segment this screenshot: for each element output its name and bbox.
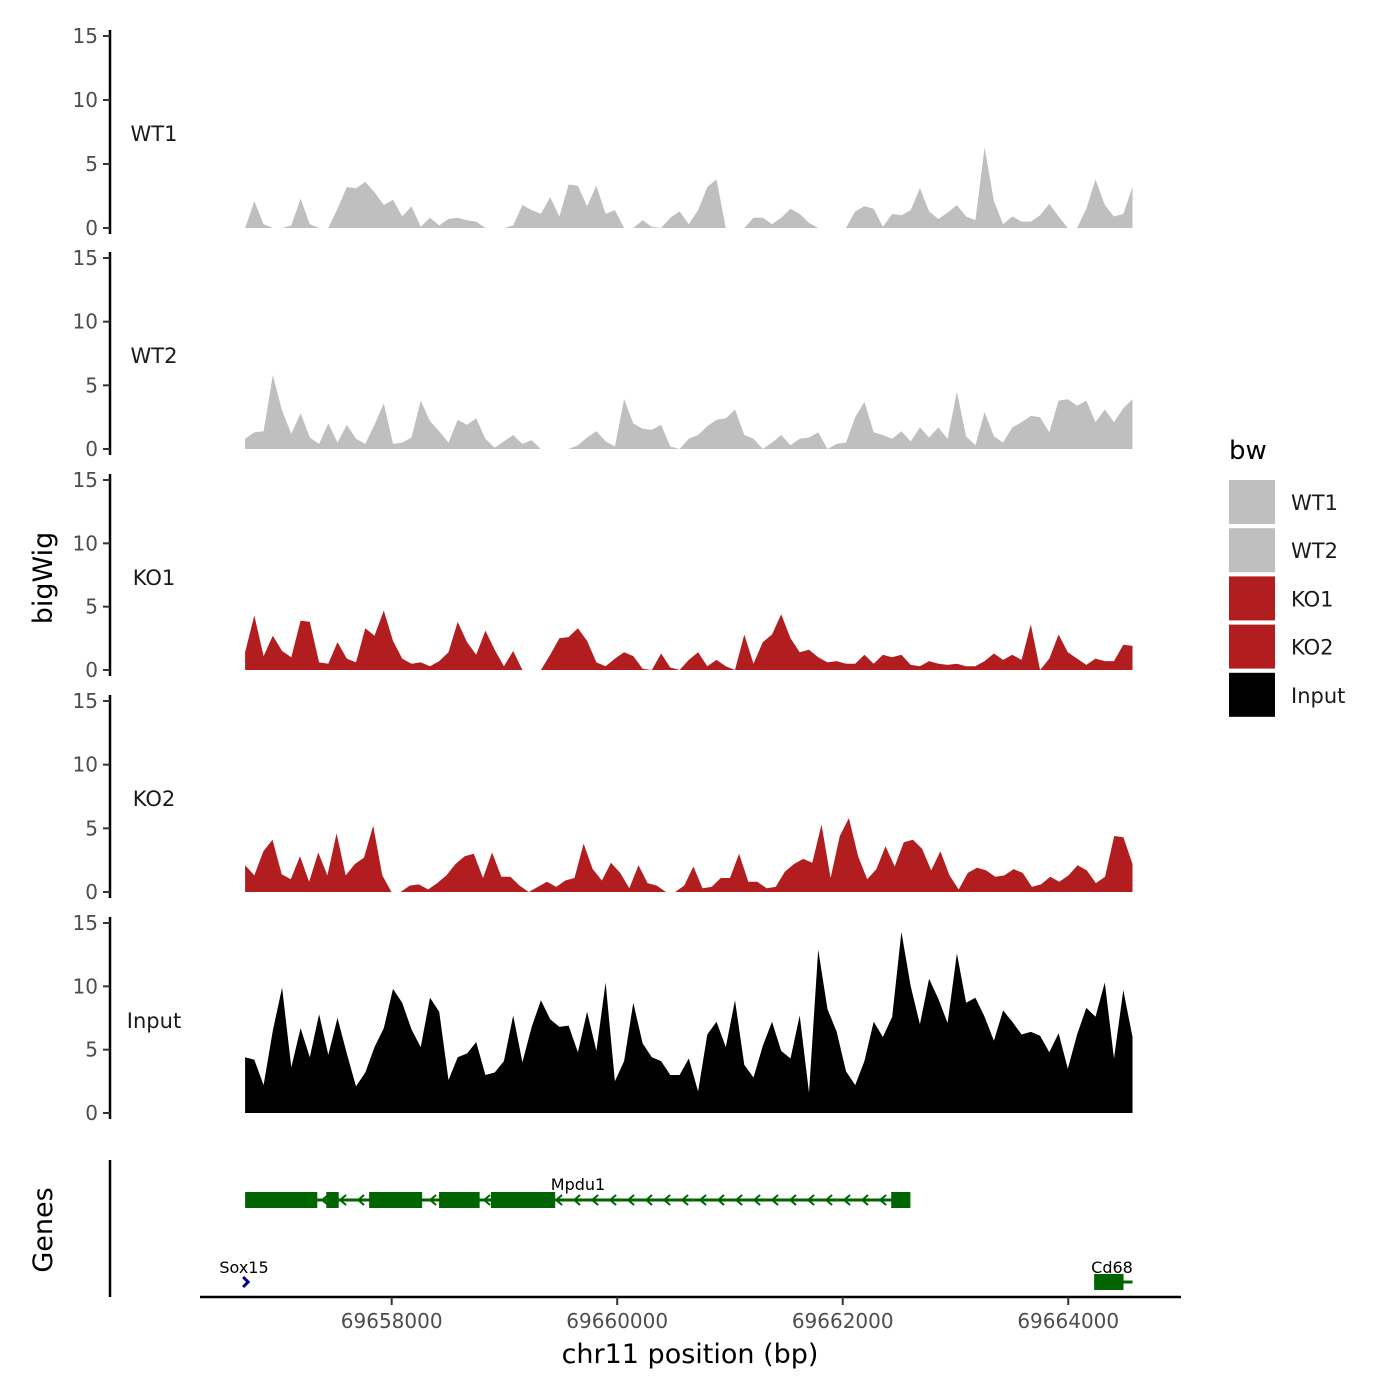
- track-input: 0 5 10 15 Input: [73, 911, 1133, 1125]
- legend-label: KO2: [1291, 636, 1334, 660]
- strand-chevron: [788, 1194, 797, 1206]
- y-tick-label: 5: [85, 595, 98, 619]
- strand-chevron: [482, 1194, 491, 1206]
- coverage-area: [245, 375, 1133, 449]
- gene-exon: [326, 1192, 339, 1208]
- gene-label: Cd68: [1091, 1258, 1133, 1277]
- legend-label: WT2: [1291, 539, 1338, 563]
- gene-mpdu1: Mpdu1: [245, 1175, 911, 1208]
- gene-exon: [439, 1192, 480, 1208]
- y-tick-label: 0: [85, 880, 98, 904]
- y-tick-label: 0: [85, 437, 98, 461]
- coverage-area: [245, 610, 1133, 670]
- track-label: Input: [127, 1009, 181, 1033]
- y-tick-label: 0: [85, 216, 98, 240]
- track-label: WT2: [131, 344, 178, 368]
- legend: bw WT1 WT2 KO1 KO2 Input: [1229, 436, 1345, 717]
- x-tick-label: 69660000: [566, 1309, 668, 1333]
- strand-chevron: [338, 1194, 347, 1206]
- y-tick-label: 15: [73, 24, 98, 48]
- y-tick-label: 0: [85, 658, 98, 682]
- strand-chevron: [824, 1194, 833, 1206]
- strand-chevron: [878, 1194, 887, 1206]
- y-tick-label: 15: [73, 246, 98, 270]
- y-tick-label: 5: [85, 373, 98, 397]
- legend-title: bw: [1229, 436, 1267, 466]
- strand-chevron: [770, 1194, 779, 1206]
- strand-chevron: [752, 1194, 761, 1206]
- track-ko1: 0 5 10 15 KO1: [73, 468, 1133, 682]
- legend-label: KO1: [1291, 587, 1334, 611]
- y-tick-label: 15: [73, 689, 98, 713]
- gene-exon: [369, 1192, 423, 1208]
- y-tick-label: 15: [73, 468, 98, 492]
- strand-chevron: [626, 1194, 635, 1206]
- strand-chevron: [680, 1194, 689, 1206]
- x-axis: 69658000 69660000 69662000 69664000: [200, 1295, 1181, 1333]
- y-tick-label: 15: [73, 911, 98, 935]
- track-ko2: 0 5 10 15 KO2: [73, 689, 1133, 904]
- y-tick-label: 5: [85, 816, 98, 840]
- strand-chevron: [806, 1194, 815, 1206]
- y-tick-label: 10: [73, 88, 98, 112]
- legend-label: WT1: [1291, 491, 1338, 515]
- coverage-area: [245, 147, 1133, 228]
- track-label: KO1: [133, 566, 176, 590]
- x-tick-label: 69662000: [792, 1309, 894, 1333]
- y-tick-label: 10: [73, 974, 98, 998]
- legend-swatch: [1229, 672, 1275, 717]
- strand-chevron: [734, 1194, 743, 1206]
- strand-chevron: [572, 1194, 581, 1206]
- strand-chevron: [356, 1194, 365, 1206]
- gene-exon: [1094, 1274, 1124, 1290]
- coverage-area: [245, 818, 1133, 892]
- strand-chevron: [716, 1194, 725, 1206]
- legend-swatch: [1229, 528, 1275, 573]
- track-wt2: 0 5 10 15 WT2: [73, 246, 1133, 461]
- strand-chevron: [644, 1194, 653, 1206]
- gene-label: Mpdu1: [551, 1175, 605, 1194]
- gene-cd68: Cd68: [1091, 1258, 1133, 1290]
- strand-chevron: [242, 1275, 251, 1289]
- gene-exon: [490, 1192, 556, 1208]
- y-tick-label: 0: [85, 1101, 98, 1125]
- legend-label: Input: [1291, 684, 1345, 708]
- strand-chevron: [320, 1194, 329, 1206]
- y-tick-label: 10: [73, 531, 98, 555]
- y-axis-title: bigWig: [28, 532, 59, 625]
- strand-chevron: [842, 1194, 851, 1206]
- track-label: KO2: [133, 787, 176, 811]
- y-tick-label: 10: [73, 753, 98, 777]
- y-tick-label: 10: [73, 310, 98, 334]
- x-axis-title: chr11 position (bp): [562, 1339, 819, 1370]
- x-tick-label: 69658000: [341, 1309, 443, 1333]
- y-tick-label: 5: [85, 152, 98, 176]
- strand-chevron: [662, 1194, 671, 1206]
- coverage-tracks: 0 5 10 15 WT1 0 5 10 15 WT2 0 5 10 15 KO1 0 5 10 15 KO2 0 5 10…: [73, 24, 1133, 1125]
- gene-label: Sox15: [219, 1258, 268, 1277]
- track-label: WT1: [131, 122, 178, 146]
- strand-chevron: [428, 1194, 437, 1206]
- strand-chevron: [590, 1194, 599, 1206]
- legend-swatch: [1229, 576, 1275, 621]
- gene-exon: [245, 1192, 318, 1208]
- legend-swatch: [1229, 480, 1275, 524]
- genes-axis-title: Genes: [28, 1187, 59, 1272]
- track-wt1: 0 5 10 15 WT1: [73, 24, 1133, 240]
- strand-chevron: [554, 1194, 563, 1206]
- strand-chevron: [608, 1194, 617, 1206]
- gene-exon: [891, 1192, 911, 1208]
- gene-sox15: Sox15: [219, 1258, 269, 1289]
- coverage-area: [245, 931, 1133, 1113]
- legend-swatch: [1229, 624, 1275, 669]
- strand-chevron: [860, 1194, 869, 1206]
- y-tick-label: 5: [85, 1038, 98, 1062]
- x-tick-label: 69664000: [1017, 1309, 1119, 1333]
- gene-track: Mpdu1 Sox15 Cd68: [108, 1160, 1133, 1297]
- strand-chevron: [698, 1194, 707, 1206]
